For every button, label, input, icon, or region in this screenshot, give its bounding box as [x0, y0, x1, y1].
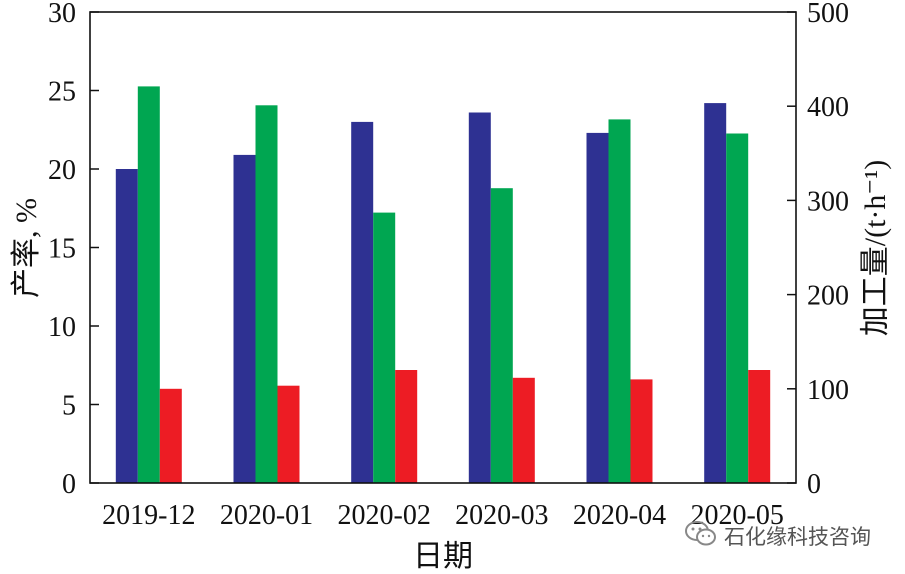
bar-2019-12-s3	[159, 388, 182, 483]
y-right-tick-label: 100	[807, 375, 849, 406]
watermark-text: 石化缘科技咨询	[724, 525, 871, 549]
bar-2020-03-s3	[512, 377, 535, 483]
bars-group	[115, 86, 771, 484]
y-left-tick-label: 15	[48, 234, 76, 265]
bar-2020-04-s2	[608, 119, 631, 484]
bar-2020-01-s3	[277, 385, 300, 483]
bar-2020-01-s2	[255, 105, 278, 484]
bar-2020-05-s2	[726, 133, 749, 483]
y-left-tick-label: 10	[48, 312, 76, 343]
y-right-tick-label: 200	[807, 281, 849, 312]
y-axis-left-title: 产率, %	[10, 198, 43, 298]
y-axis-right-title: 加工量/(t·h⁻¹)	[859, 160, 892, 336]
y-right-tick-label: 300	[807, 186, 849, 217]
bar-2020-03-s1	[468, 112, 491, 483]
bar-2019-12-s2	[137, 86, 160, 484]
bar-2019-12-s1	[115, 169, 138, 483]
watermark: 石化缘科技咨询	[684, 519, 871, 553]
bar-2020-05-s1	[704, 103, 727, 483]
bar-2020-02-s3	[395, 370, 418, 483]
bar-2020-03-s2	[490, 188, 513, 483]
y-right-tick-label: 500	[807, 0, 849, 29]
x-tick-label: 2020-01	[220, 500, 313, 531]
bar-2020-02-s2	[373, 212, 396, 483]
plot-frame	[89, 11, 797, 484]
y-left-tick-label: 30	[48, 0, 76, 29]
y-right-tick-label: 400	[807, 92, 849, 123]
x-axis-title: 日期	[413, 540, 473, 573]
bar-2020-04-s1	[586, 132, 609, 483]
wechat-icon	[684, 520, 718, 553]
x-tick-label: 2020-03	[455, 500, 548, 531]
x-tick-label: 2020-04	[573, 500, 666, 531]
y-left-tick-label: 25	[48, 77, 76, 108]
x-tick-label: 2020-02	[338, 500, 431, 531]
y-right-tick-label: 0	[807, 469, 821, 500]
y-left-tick-label: 0	[62, 469, 76, 500]
bar-2020-01-s1	[233, 154, 256, 483]
y-left-tick-label: 5	[62, 391, 76, 422]
x-tick-label: 2019-12	[102, 500, 195, 531]
axes-group: 2019-12 2020-01 2020-02 2020-03 2020-04 2020-…	[48, 0, 849, 531]
y-left-tick-label: 20	[48, 155, 76, 186]
bar-2020-02-s1	[351, 121, 374, 484]
bar-2020-05-s3	[748, 370, 771, 483]
bar-2020-04-s3	[630, 379, 653, 483]
